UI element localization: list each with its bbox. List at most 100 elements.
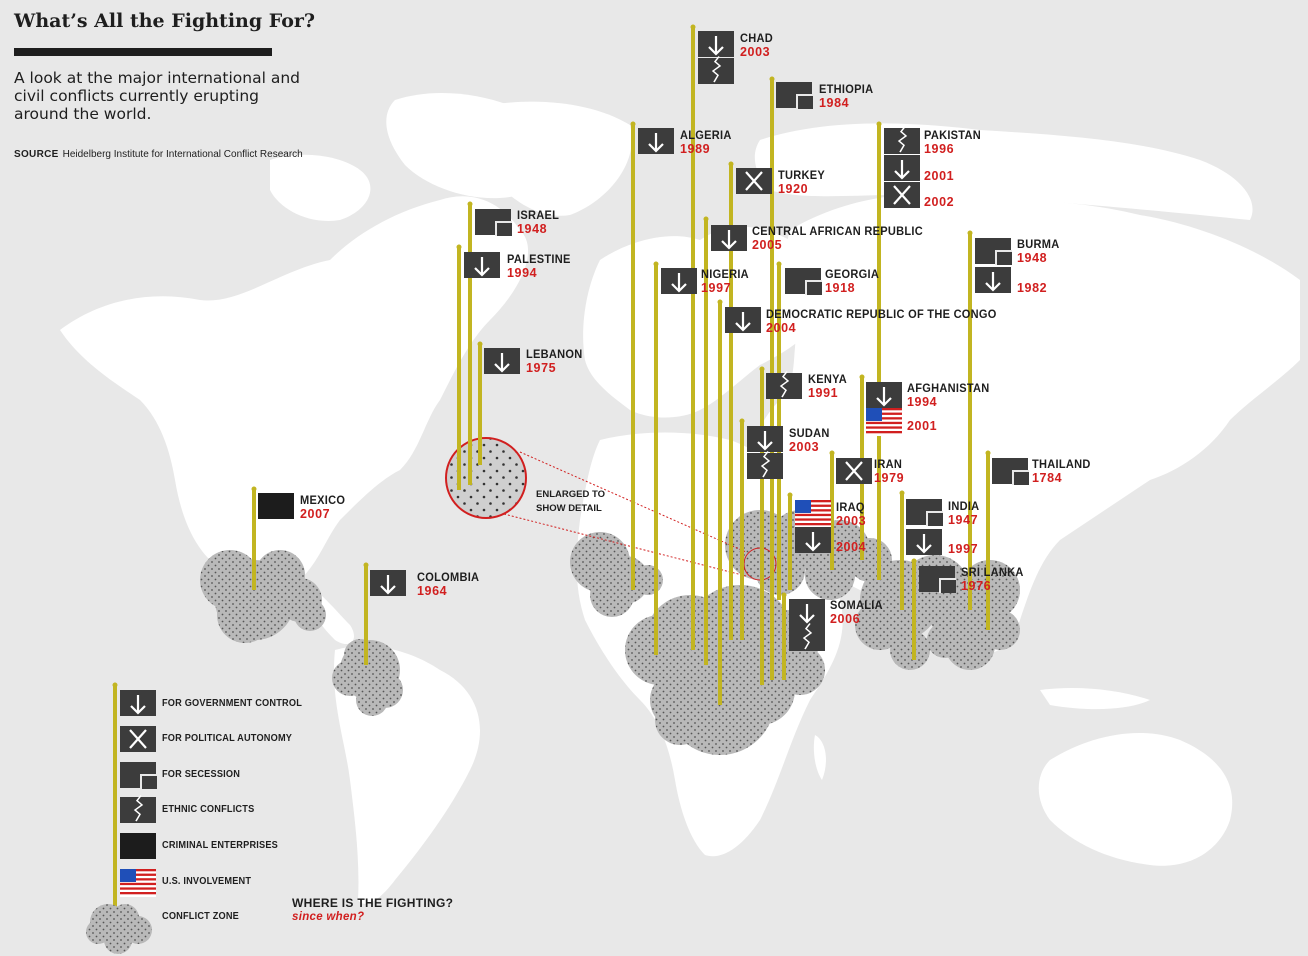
pakistan-year-3: 2002 xyxy=(924,195,955,209)
conflict-year: 1994 xyxy=(507,266,538,280)
conflict-year: 2005 xyxy=(752,238,783,252)
label-israel: ISRAEL 1948 xyxy=(517,208,563,236)
conflict-year: 1991 xyxy=(808,386,839,400)
country-name: ALGERIA xyxy=(680,128,732,142)
conflict-year: 1975 xyxy=(526,361,557,375)
israel-flag-secession xyxy=(475,209,512,236)
chad-flag-ethnic xyxy=(698,55,734,84)
country-name: PALESTINE xyxy=(507,252,571,266)
ethiopia-flag-secession xyxy=(776,82,813,109)
conflict-year: 1979 xyxy=(874,471,905,485)
somalia-flag-ethnic xyxy=(789,622,825,651)
country-name: GEORGIA xyxy=(825,267,880,281)
label-lebanon: LEBANON 1975 xyxy=(526,347,587,375)
india-flag-government xyxy=(906,529,942,555)
drc-flag-government xyxy=(725,307,761,333)
x-mark-icon xyxy=(120,726,156,752)
label-kenya: KENYA 1991 xyxy=(808,372,850,400)
country-name: LEBANON xyxy=(526,347,583,361)
conflict-year: 1947 xyxy=(948,513,979,527)
pakistan-flag-autonomy xyxy=(884,182,920,208)
conflict-year: 1784 xyxy=(1032,471,1063,485)
legend-label-us: U.S. INVOLVEMENT xyxy=(162,876,252,887)
country-name: SOMALIA xyxy=(830,598,883,612)
conflict-year: 2003 xyxy=(789,440,820,454)
label-sudan: SUDAN 2003 xyxy=(789,426,833,454)
conflict-year: 1920 xyxy=(778,182,809,196)
legend-label-secession: FOR SECESSION xyxy=(162,769,241,780)
country-name: ETHIOPIA xyxy=(819,82,874,96)
country-name: MEXICO xyxy=(300,493,346,507)
legend-label-government: FOR GOVERNMENT CONTROL xyxy=(162,698,303,709)
title-rule xyxy=(14,48,272,56)
label-turkey: TURKEY 1920 xyxy=(778,168,829,196)
country-name: IRAQ xyxy=(836,500,865,514)
srilanka-flag-secession xyxy=(919,566,956,593)
legend-icons xyxy=(86,690,157,954)
country-name: BURMA xyxy=(1017,237,1060,251)
india-flag-secession xyxy=(906,499,943,526)
country-name: PAKISTAN xyxy=(924,128,982,142)
country-name: IRAN xyxy=(874,457,903,471)
legend-since-when: since when? xyxy=(292,911,365,923)
conflict-year: 2007 xyxy=(300,507,331,521)
label-central-african-republic: CENTRAL AFRICAN REPUBLIC 2005 xyxy=(752,224,938,252)
country-name: CHAD xyxy=(740,31,774,45)
label-nigeria: NIGERIA 1997 xyxy=(701,267,753,295)
country-name: DEMOCRATIC REPUBLIC OF THE CONGO xyxy=(766,307,997,321)
country-name: THAILAND xyxy=(1032,457,1091,471)
kenya-flag-ethnic xyxy=(766,370,802,399)
turkey-flag-autonomy xyxy=(736,168,772,194)
conflict-year: 1948 xyxy=(517,222,548,236)
nigeria-flag-government xyxy=(661,268,697,294)
conflict-year: 1994 xyxy=(907,395,938,409)
conflict-year: 1976 xyxy=(961,579,992,593)
afghanistan-year-2: 2001 xyxy=(907,419,938,433)
flags xyxy=(258,31,1029,651)
palestine-flag-government xyxy=(464,252,500,278)
label-afghanistan: AFGHANISTAN 1994 xyxy=(907,381,997,409)
page-title: What’s All the Fighting For? xyxy=(14,10,316,32)
conflict-year: 1948 xyxy=(1017,251,1048,265)
secession-icon xyxy=(120,762,157,789)
somalia-flag-government xyxy=(789,599,825,625)
georgia-flag-secession xyxy=(785,268,822,295)
conflict-year: 2006 xyxy=(830,612,861,626)
label-palestine: PALESTINE 1994 xyxy=(507,252,576,280)
label-colombia: COLOMBIA 1964 xyxy=(417,570,485,598)
country-name: KENYA xyxy=(808,372,848,386)
label-mexico: MEXICO 2007 xyxy=(300,493,349,521)
iraq-flag-us xyxy=(795,500,831,528)
conflict-year: 1918 xyxy=(825,281,856,295)
sudan-flag-ethnic xyxy=(747,450,783,479)
page-subtitle: A look at the major international and ci… xyxy=(14,69,301,123)
label-burma: BURMA 1948 xyxy=(1017,237,1063,265)
source-label: SOURCE xyxy=(14,149,59,160)
label-drc: DEMOCRATIC REPUBLIC OF THE CONGO 2004 xyxy=(766,307,1017,335)
label-algeria: ALGERIA 1989 xyxy=(680,128,736,156)
conflict-year: 2004 xyxy=(766,321,797,335)
legend-label-autonomy: FOR POLITICAL AUTONOMY xyxy=(162,733,293,744)
label-somalia: SOMALIA 2006 xyxy=(830,598,887,626)
country-name: ISRAEL xyxy=(517,208,560,222)
conflict-year: 1984 xyxy=(819,96,850,110)
source-text: Heidelberg Institute for International C… xyxy=(62,149,303,160)
crack-icon xyxy=(120,794,156,823)
iraq-flag-government xyxy=(795,527,831,553)
label-iraq: IRAQ 2003 xyxy=(836,500,867,528)
label-iran: IRAN 1979 xyxy=(874,457,905,485)
country-name: AFGHANISTAN xyxy=(907,381,990,395)
country-name: COLOMBIA xyxy=(417,570,480,584)
thailand-flag-secession xyxy=(992,458,1029,485)
land xyxy=(60,92,1300,904)
iraq-year-2: 2004 xyxy=(836,540,867,554)
label-thailand: THAILAND 1784 xyxy=(1032,457,1096,485)
legend-label-zone: CONFLICT ZONE xyxy=(162,911,240,922)
label-pakistan: PAKISTAN 1996 xyxy=(924,128,986,156)
legend-where-title: WHERE IS THE FIGHTING? xyxy=(292,896,454,910)
label-india: INDIA 1947 xyxy=(948,499,982,527)
conflict-year: 2003 xyxy=(740,45,771,59)
country-name: INDIA xyxy=(948,499,980,513)
pakistan-flag-government xyxy=(884,155,920,181)
